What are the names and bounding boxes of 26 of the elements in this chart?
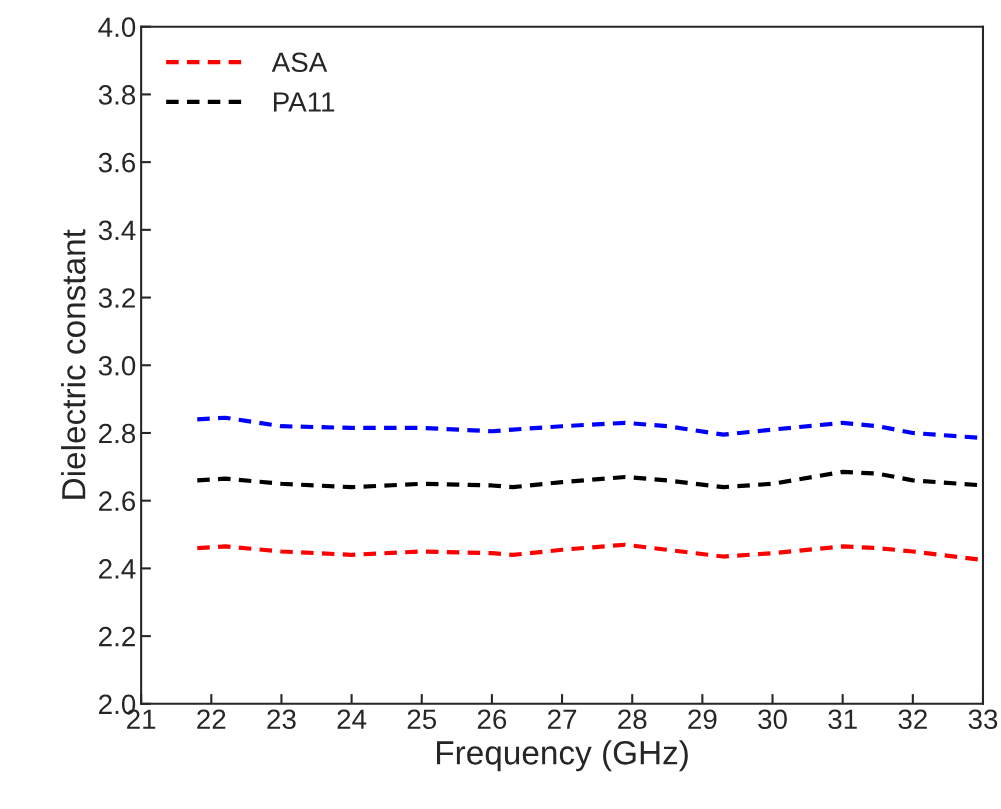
x-tick-label: 32 [898, 709, 927, 730]
x-tick-label: 24 [337, 709, 367, 729]
y-tick-label: 4.0 [98, 17, 136, 38]
y-tick-label: 2.6 [99, 491, 136, 512]
x-tick-label: 23 [267, 709, 296, 730]
y-tick-label: 3.8 [98, 85, 136, 105]
x-axis-title: Frequency (GHz) [437, 740, 688, 772]
x-tick-label: 27 [548, 709, 577, 729]
legend-label: ASA [271, 52, 328, 73]
x-tick-label: 31 [828, 709, 857, 730]
y-tick-label: 2.4 [99, 559, 136, 579]
x-tick-label: 29 [688, 709, 717, 730]
x-tick-label: 25 [407, 709, 437, 730]
x-tick-label: 30 [758, 709, 787, 730]
x-tick-label: 28 [618, 709, 647, 730]
x-tick-label: 33 [968, 709, 998, 730]
y-tick-label: 3.2 [98, 288, 135, 308]
x-tick-label: 22 [197, 709, 226, 729]
y-axis-title: Dielectric constant [61, 229, 86, 499]
legend-label: PA11 [273, 92, 335, 112]
y-tick-label: 3.4 [98, 220, 136, 241]
y-tick-label: 3.6 [98, 152, 136, 173]
x-tick-label: 26 [477, 709, 507, 730]
y-tick-label: 2.2 [99, 626, 135, 647]
y-tick-label: 2.8 [99, 423, 136, 444]
y-tick-label: 3.0 [98, 355, 136, 376]
